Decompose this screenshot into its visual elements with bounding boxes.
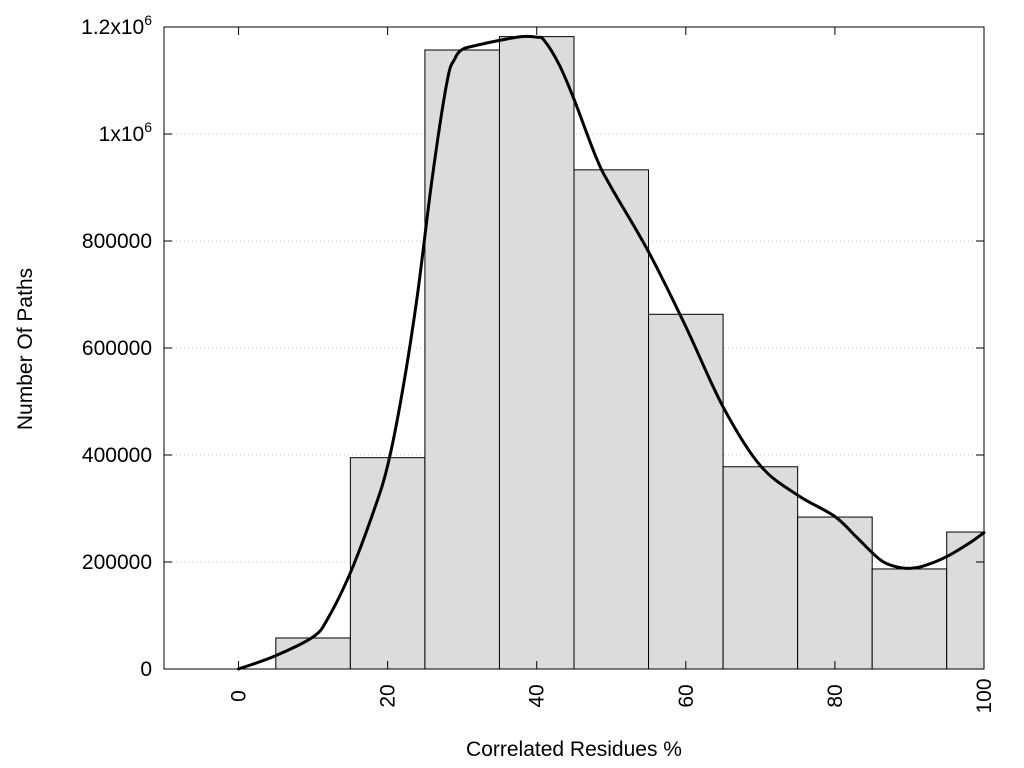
density-curve-layer (237, 34, 986, 671)
histogram-bar (349, 457, 426, 670)
axis-ticks (164, 26, 985, 670)
y-tick-label: 600000 (82, 337, 152, 360)
histogram-bar (871, 568, 948, 670)
histogram-bar (722, 466, 799, 670)
y-tick-label: 800000 (82, 230, 152, 253)
density-curve (237, 34, 986, 671)
y-tick-label: 1.2x106 (81, 12, 152, 39)
histogram-bar (498, 36, 575, 670)
y-tick-label: 400000 (82, 444, 152, 467)
histogram-bars (275, 36, 985, 670)
tick-labels: 0 200000 400000 600000 800000 1x106 1.2x106 0 20… (81, 12, 996, 714)
histogram-bar (648, 313, 724, 670)
x-tick-label: 0 (228, 690, 251, 702)
x-axis-title: Correlated Residues % (466, 738, 682, 761)
x-tick-label: 80 (824, 684, 847, 707)
gridlines (164, 133, 984, 563)
x-tick-label: 100 (973, 678, 996, 713)
y-tick-label: 200000 (82, 551, 152, 574)
histogram-bar (573, 169, 650, 670)
histogram-bar (275, 637, 351, 670)
x-tick-label: 20 (377, 684, 400, 707)
x-tick-label: 60 (675, 684, 698, 707)
y-tick-label: 0 (140, 658, 152, 681)
y-tick-label: 1x106 (99, 119, 153, 146)
x-tick-label: 40 (526, 684, 549, 707)
y-axis-title: Number Of Paths (14, 268, 37, 430)
